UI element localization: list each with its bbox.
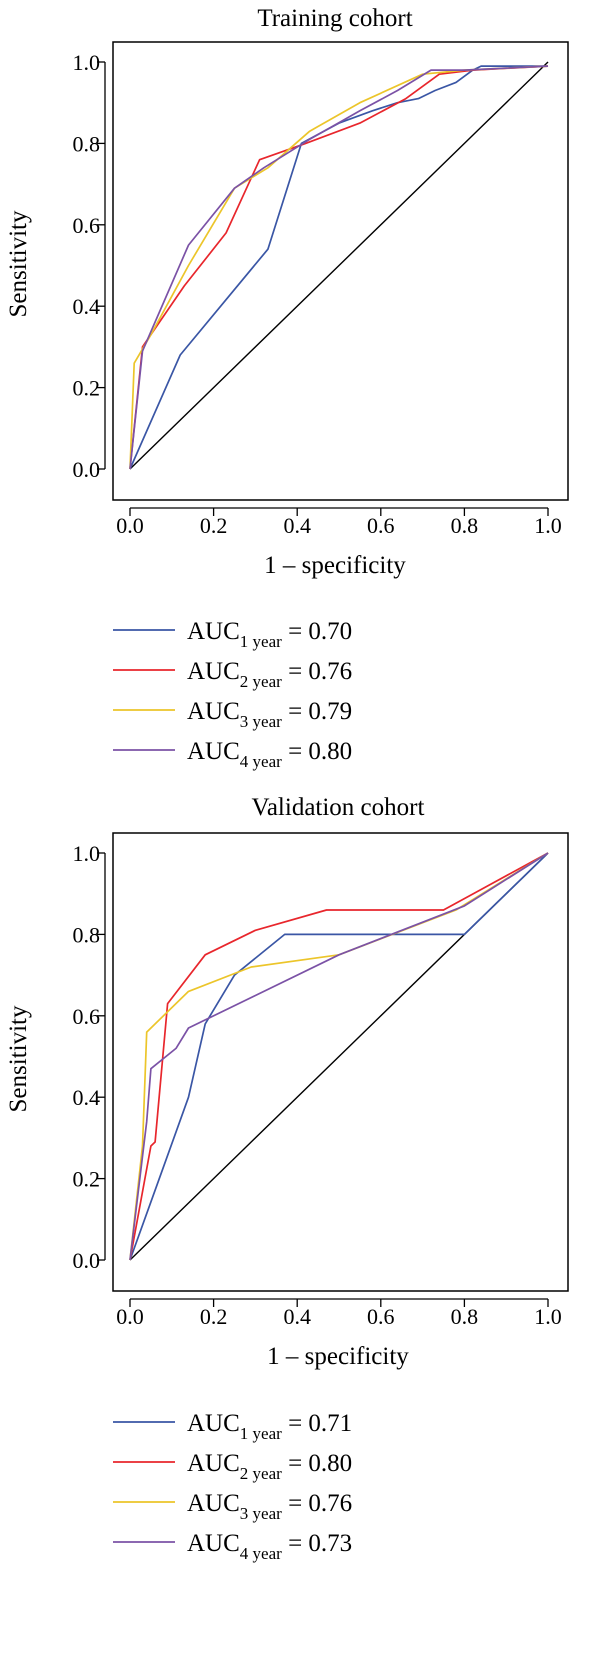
- legend-value: = 0.79: [282, 698, 352, 725]
- y-tick-label: 0.2: [73, 376, 101, 401]
- chart-title: Validation cohort: [252, 794, 425, 821]
- y-tick-label: 0.4: [73, 1085, 101, 1110]
- legend-subscript: 3 year: [240, 712, 282, 731]
- legend-prefix: AUC: [187, 1530, 240, 1557]
- legend-entry: AUC1 year = 0.70: [187, 618, 352, 651]
- y-tick-label: 1.0: [73, 841, 101, 866]
- chart-panel-1: Training cohort 0.0 0.2 0.4 0.6 0.8 1.0 0.0 0.2 0…: [5, 5, 569, 771]
- legend-prefix: AUC: [187, 698, 240, 725]
- legend-subscript: 1 year: [240, 632, 282, 651]
- x-tick-label: 0.6: [367, 513, 395, 538]
- x-axis-label: 1 – specificity: [267, 1343, 409, 1370]
- legend-value: = 0.73: [282, 1530, 352, 1557]
- legend-entry: AUC2 year = 0.76: [187, 658, 352, 691]
- y-tick-label: 0.6: [73, 1004, 101, 1029]
- legend-value: = 0.71: [282, 1410, 352, 1437]
- x-tick-label: 1.0: [534, 513, 562, 538]
- x-tick-label: 0.4: [283, 513, 311, 538]
- x-tick-label: 0.0: [116, 1304, 144, 1329]
- legend-entry: AUC3 year = 0.76: [187, 1490, 352, 1523]
- legend-subscript: 3 year: [240, 1504, 282, 1523]
- y-tick-label: 0.0: [73, 457, 101, 482]
- roc-curve-2: [129, 852, 549, 1261]
- legend-prefix: AUC: [187, 618, 240, 645]
- legend-prefix: AUC: [187, 1450, 240, 1477]
- y-axis-label: Sensitivity: [5, 1005, 32, 1112]
- x-tick-label: 0.8: [451, 1304, 479, 1329]
- x-tick-label: 0.0: [116, 513, 144, 538]
- legend-entry: AUC3 year = 0.79: [187, 698, 352, 731]
- plot-frame: [112, 41, 569, 501]
- x-tick-label: 1.0: [534, 1304, 562, 1329]
- y-tick-label: 1.0: [73, 50, 101, 75]
- y-tick-label: 0.6: [73, 213, 101, 238]
- x-tick-label: 0.4: [283, 1304, 311, 1329]
- x-tick-label: 0.2: [200, 513, 228, 538]
- legend-prefix: AUC: [187, 658, 240, 685]
- legend-value: = 0.76: [282, 1490, 352, 1517]
- roc-curve-4: [129, 65, 549, 470]
- y-tick-label: 0.0: [73, 1248, 101, 1273]
- plot-frame: [112, 832, 569, 1292]
- legend-entry: AUC2 year = 0.80: [187, 1450, 352, 1483]
- x-axis-label: 1 – specificity: [264, 552, 406, 579]
- roc-curve-4: [129, 852, 549, 1261]
- chart-title: Training cohort: [257, 5, 412, 32]
- legend-value: = 0.70: [282, 618, 352, 645]
- reference-diagonal-line: [129, 61, 549, 470]
- y-tick-label: 0.4: [73, 294, 101, 319]
- legend-subscript: 4 year: [240, 752, 282, 771]
- legend-prefix: AUC: [187, 1410, 240, 1437]
- roc-curve-2: [129, 65, 549, 470]
- legend-entry: AUC4 year = 0.73: [187, 1530, 352, 1563]
- chart-panel-2: Validation cohort 0.0 0.2 0.4 0.6 0.8 1.0 0.0 0.…: [5, 794, 569, 1563]
- x-tick-label: 0.8: [451, 513, 479, 538]
- y-tick-label: 0.8: [73, 922, 101, 947]
- x-tick-label: 0.2: [200, 1304, 228, 1329]
- legend-prefix: AUC: [187, 1490, 240, 1517]
- x-tick-label: 0.6: [367, 1304, 395, 1329]
- legend-entry: AUC1 year = 0.71: [187, 1410, 352, 1443]
- y-tick-label: 0.8: [73, 131, 101, 156]
- roc-curve-1: [129, 852, 549, 1261]
- legend-entry: AUC4 year = 0.80: [187, 738, 352, 771]
- y-axis-label: Sensitivity: [5, 210, 32, 317]
- legend-subscript: 2 year: [240, 1464, 282, 1483]
- legend-value: = 0.80: [282, 738, 352, 765]
- legend-value: = 0.80: [282, 1450, 352, 1477]
- legend-value: = 0.76: [282, 658, 352, 685]
- legend-subscript: 4 year: [240, 1544, 282, 1563]
- legend-subscript: 2 year: [240, 672, 282, 691]
- legend-prefix: AUC: [187, 738, 240, 765]
- y-tick-label: 0.2: [73, 1167, 101, 1192]
- legend-subscript: 1 year: [240, 1424, 282, 1443]
